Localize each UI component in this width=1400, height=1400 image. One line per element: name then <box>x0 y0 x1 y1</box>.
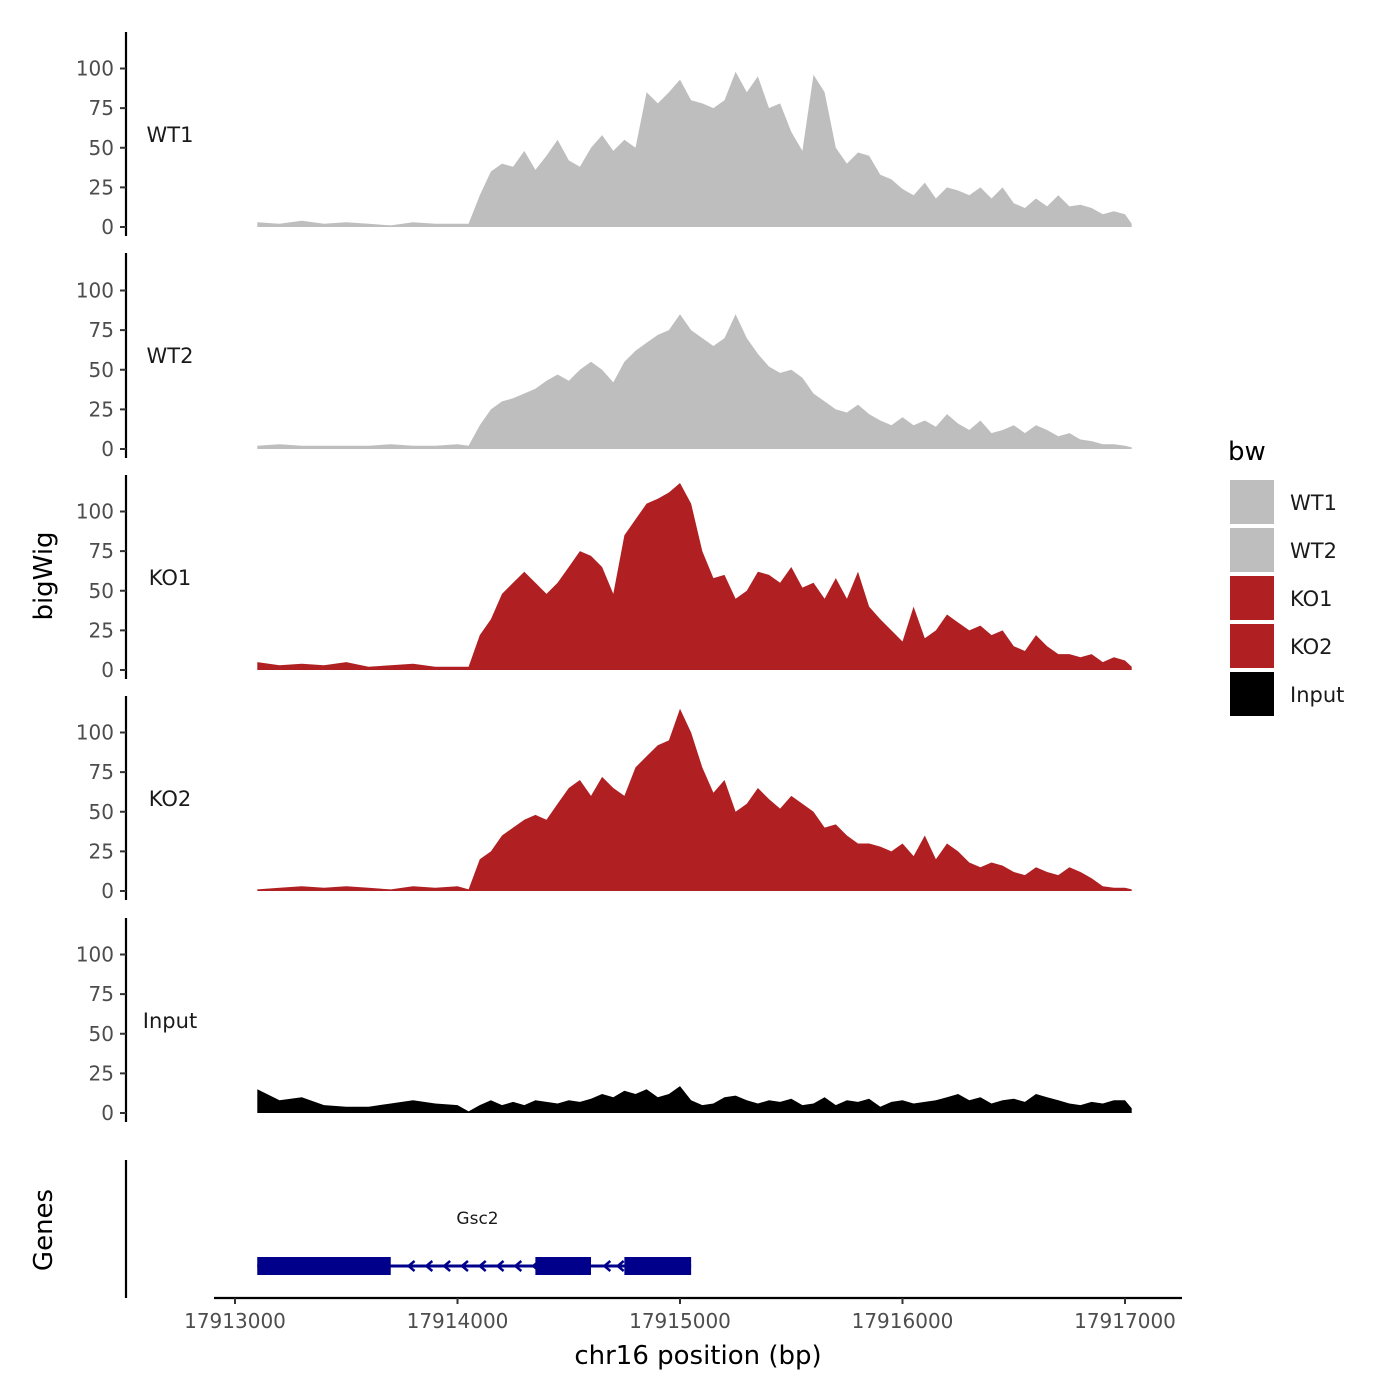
y-tick-label: 75 <box>89 318 114 342</box>
y-tick-label: 75 <box>89 96 114 120</box>
gene-exon <box>624 1257 692 1275</box>
legend-swatch <box>1230 624 1274 668</box>
y-tick-label: 0 <box>101 215 114 239</box>
y-tick-label: 50 <box>89 800 114 824</box>
y-tick-label: 0 <box>101 658 114 682</box>
area-ko1 <box>257 483 1132 670</box>
legend-label: KO1 <box>1290 587 1333 611</box>
y-tick-label: 50 <box>89 136 114 160</box>
strand-arrow <box>495 1260 505 1272</box>
legend-title: bw <box>1228 437 1266 467</box>
legend-label: WT2 <box>1290 539 1337 563</box>
y-tick-label: 100 <box>76 943 114 967</box>
track-ko1: 0 25 50 75 100 KO1 <box>76 475 1132 682</box>
strand-arrow <box>602 1260 612 1272</box>
track-label: KO2 <box>149 787 192 811</box>
track-wt1: 0 25 50 75 100 WT1 <box>76 32 1132 239</box>
y-tick-label: 75 <box>89 539 114 563</box>
y-tick-label: 50 <box>89 358 114 382</box>
area-wt2 <box>257 314 1132 449</box>
tracks-layer: 0255075100WT10255075100WT20255075100KO10… <box>76 32 1132 1125</box>
track-label: WT2 <box>147 344 194 368</box>
strand-arrow <box>424 1260 434 1272</box>
strand-arrow <box>442 1260 451 1272</box>
y-tick-label: 50 <box>89 1022 114 1046</box>
track-ko2: 0 25 50 75 100 KO2 <box>76 696 1132 903</box>
gene-name-label: Gsc2 <box>456 1209 498 1229</box>
y-tick-label: 0 <box>101 437 114 461</box>
y-tick-label: 0 <box>101 879 114 903</box>
y-tick-label: 75 <box>89 982 114 1006</box>
legend-label: KO2 <box>1290 635 1333 659</box>
y-tick-label: 100 <box>76 721 114 745</box>
x-tick-label: 17914000 <box>407 1309 509 1333</box>
genes-axis-title: Genes <box>29 1189 59 1271</box>
legend-swatch <box>1230 480 1274 524</box>
strand-arrow <box>459 1260 469 1272</box>
area-ko2 <box>257 708 1132 891</box>
legend-item-input: Input <box>1230 672 1344 716</box>
x-tick-label: 17916000 <box>852 1309 954 1333</box>
legend-swatch <box>1230 528 1274 572</box>
legend-item-wt2: WT2 <box>1230 528 1337 572</box>
x-axis: 17913000 17914000 17915000 17916000 17917000 <box>184 1296 1182 1333</box>
x-tick-label: 17915000 <box>629 1309 731 1333</box>
gene-exon <box>535 1257 591 1275</box>
y-tick-label: 25 <box>89 1061 114 1085</box>
y-tick-label: 50 <box>89 579 114 603</box>
legend-item-ko1: KO1 <box>1230 576 1333 620</box>
legend-item-ko2: KO2 <box>1230 624 1333 668</box>
strand-arrow <box>513 1260 523 1272</box>
y-tick-label: 75 <box>89 760 114 784</box>
legend-label: WT1 <box>1290 491 1337 515</box>
track-label: KO1 <box>149 566 192 590</box>
legend-swatch <box>1230 576 1274 620</box>
y-tick-label: 100 <box>76 279 114 303</box>
strand-arrow <box>477 1260 487 1272</box>
y-tick-label: 25 <box>89 618 114 642</box>
area-input <box>257 1086 1132 1113</box>
track-input: 0 25 50 75 100 Input <box>76 918 1132 1125</box>
track-label: WT1 <box>147 123 194 147</box>
legend-item-wt1: WT1 <box>1230 480 1337 524</box>
gene-track: Gsc2 <box>124 1160 692 1298</box>
x-tick-label: 17917000 <box>1074 1309 1176 1333</box>
x-axis-title: chr16 position (bp) <box>574 1341 821 1371</box>
y-axis-title: bigWig <box>29 531 59 620</box>
y-tick-label: 0 <box>101 1101 114 1125</box>
track-wt2: 0 25 50 75 100 WT2 <box>76 253 1132 461</box>
track-label: Input <box>143 1009 197 1033</box>
area-wt1 <box>257 71 1132 227</box>
y-tick-label: 100 <box>76 57 114 81</box>
y-tick-label: 25 <box>89 397 114 421</box>
legend: WT1 WT2 KO1 KO2 Input <box>1230 480 1344 716</box>
legend-label: Input <box>1290 683 1344 707</box>
x-tick-label: 17913000 <box>184 1309 286 1333</box>
y-tick-label: 25 <box>89 175 114 199</box>
y-tick-label: 100 <box>76 500 114 524</box>
strand-arrow <box>615 1260 625 1272</box>
y-tick-label: 25 <box>89 839 114 863</box>
legend-swatch <box>1230 672 1274 716</box>
strand-arrow <box>406 1260 416 1272</box>
gene-exon <box>257 1257 391 1275</box>
